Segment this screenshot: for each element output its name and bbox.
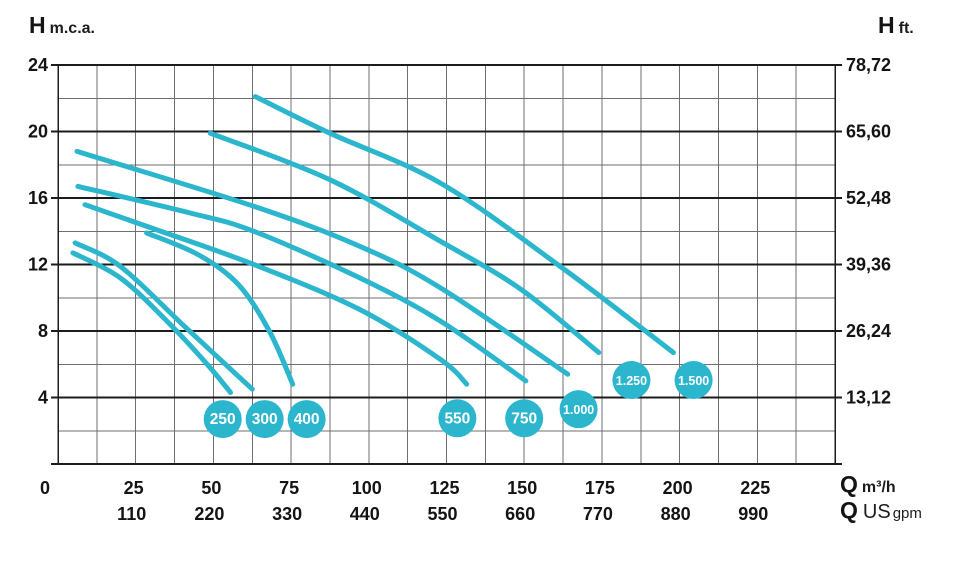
head-symbol-left: H [29,12,46,38]
x-tick-m3h-100: 100 [352,478,382,498]
x-tick-gpm-330: 330 [272,504,302,524]
badge-1.000: 1.000 [559,390,598,429]
x-tick-m3h-25: 25 [124,478,144,498]
y-tick-ft-1: 65,60 [846,122,891,142]
badge-300: 300 [245,400,284,439]
curve-550 [82,202,470,387]
curve-1.500 [252,94,676,356]
x-tick-gpm-660: 660 [505,504,535,524]
x-tick-m3h-50: 50 [201,478,221,498]
x-tick-m3h-0: 0 [40,478,50,498]
curve-750 [75,183,529,384]
badge-1.250: 1.250 [612,361,651,400]
badge-750: 750 [505,399,544,438]
y-tick-ft-4: 26,24 [846,321,891,341]
x-tick-m3h-175: 175 [585,478,615,498]
badge-250: 250 [203,400,242,439]
x-tick-gpm-220: 220 [194,504,224,524]
badge-label-250: 250 [210,411,236,428]
y-tick-ft-0: 78,72 [846,55,891,75]
badge-label-300: 300 [252,411,278,428]
curve-1.000 [74,148,571,377]
y-tick-mca-16: 16 [28,188,48,208]
x-tick-m3h-125: 125 [429,478,459,498]
x-axis-ticks-m3h: 0 25 50 75 100 125 150 175 200 225 [40,478,770,498]
badge-label-1.000: 1.000 [563,403,594,417]
x-tick-gpm-990: 990 [738,504,768,524]
flow-unit-gpm: gpm [892,505,922,522]
badge-label-1.500: 1.500 [678,374,709,388]
x-tick-m3h-150: 150 [507,478,537,498]
head-unit-ft: ft. [898,20,914,37]
y-tick-mca-24: 24 [28,55,48,75]
x-tick-gpm-550: 550 [427,504,457,524]
badge-label-750: 750 [511,410,537,427]
curve-400 [144,230,296,387]
y-tick-mca-8: 8 [38,321,48,341]
flow-symbol-metric: Q [840,471,858,497]
y-tick-mca-4: 4 [38,388,48,408]
y-tick-mca-20: 20 [28,122,48,142]
y-tick-ft-5: 13,12 [846,388,891,408]
flow-symbol-us: Q [840,497,858,523]
curve-1.250 [207,130,602,356]
flow-unit-us: US [862,501,891,523]
flow-unit-m3h: m³/h [861,479,896,496]
x-tick-gpm-770: 770 [583,504,613,524]
y-tick-mca-12: 12 [28,255,48,275]
curve-300 [72,240,255,392]
badge-400: 400 [287,400,326,439]
badge-label-550: 550 [444,410,470,427]
y-axis-ticks-mca: 24 20 16 12 8 4 [28,55,48,408]
curve-250 [70,250,233,395]
x-tick-m3h-75: 75 [279,478,299,498]
head-unit-mca: m.c.a. [49,20,95,37]
y-axis-ticks-ft: 78,72 65,60 52,48 39,36 26,24 13,12 [846,55,891,408]
x-tick-gpm-440: 440 [350,504,380,524]
badge-1.500: 1.500 [674,361,713,400]
y-tick-ft-2: 52,48 [846,188,891,208]
flow-axis-title-us: Q US gpm [840,497,922,524]
head-symbol-right: H [878,12,895,38]
badge-label-400: 400 [294,411,320,428]
y-tick-ft-3: 39,36 [846,255,891,275]
badge-550: 550 [438,399,477,438]
x-tick-gpm-110: 110 [117,504,146,524]
x-tick-m3h-200: 200 [663,478,693,498]
x-tick-m3h-225: 225 [740,478,770,498]
x-axis-ticks-gpm: 110 220 330 440 550 660 770 880 990 [117,504,768,524]
x-tick-gpm-880: 880 [661,504,691,524]
badge-label-1.250: 1.250 [616,374,647,388]
